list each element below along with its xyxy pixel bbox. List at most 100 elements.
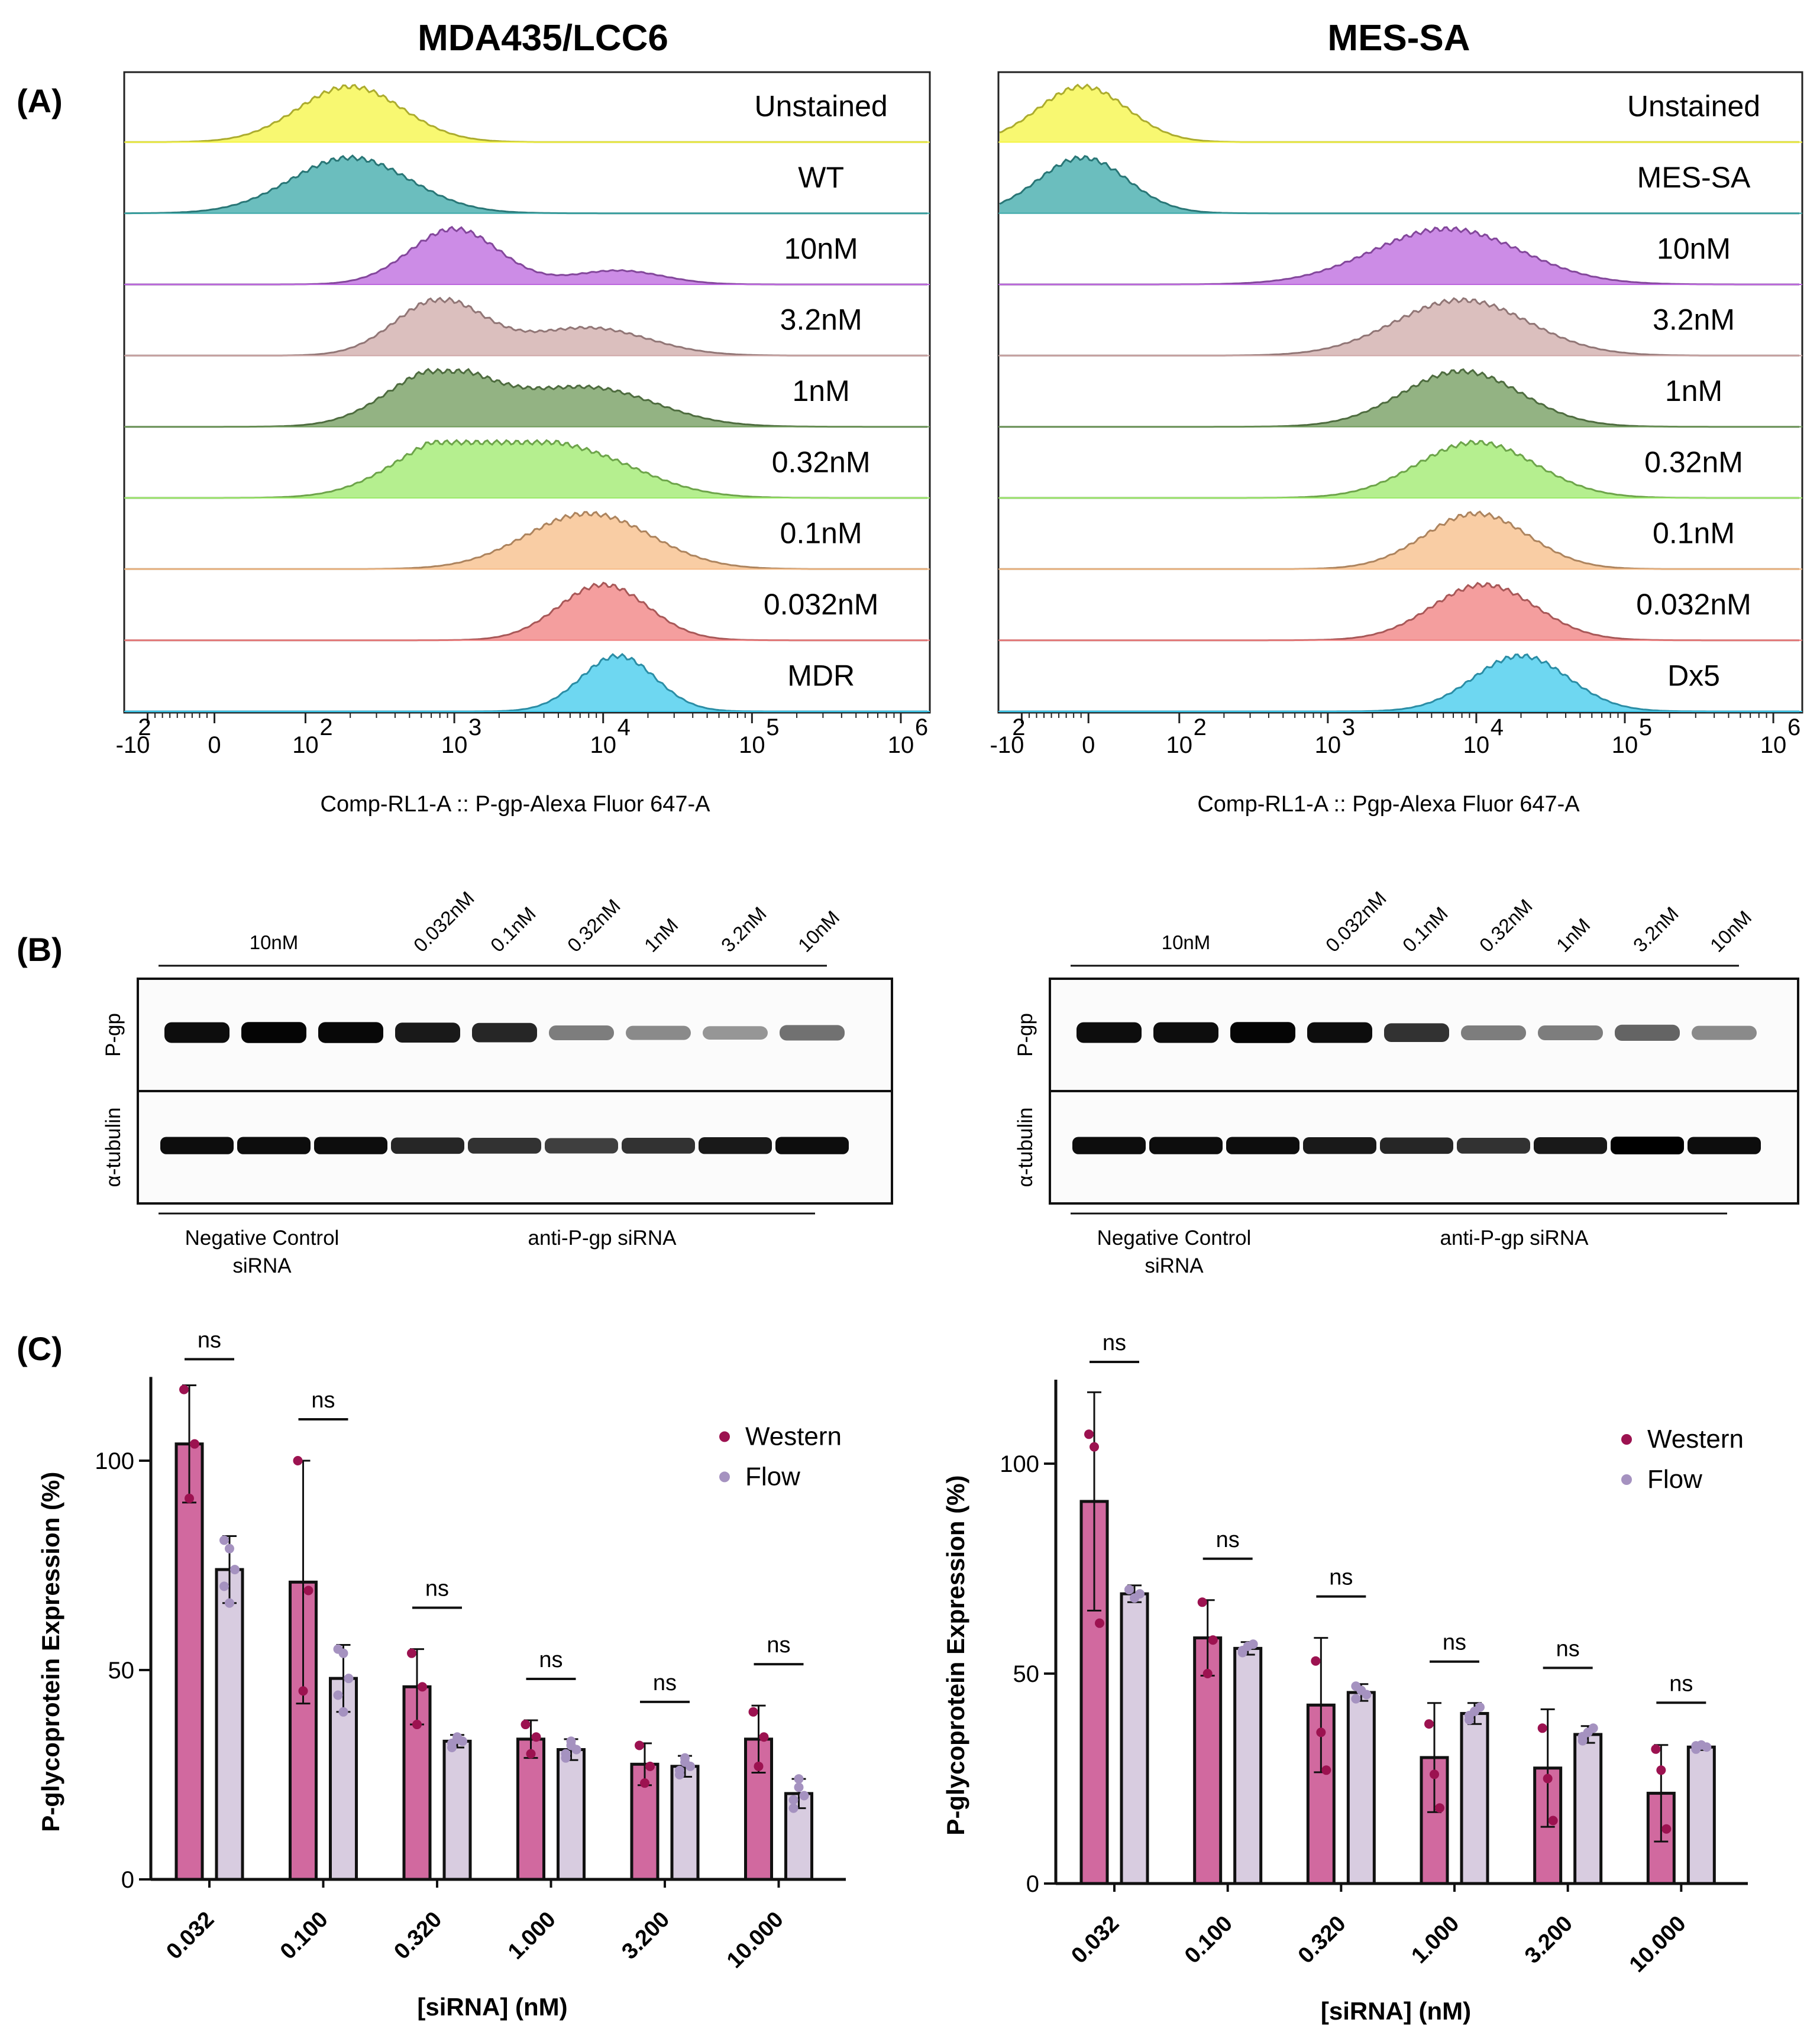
datapoint-left-1-5: [799, 1791, 809, 1801]
datapoint-right-0-0: [1084, 1429, 1094, 1439]
x-tick-label-left-6: 10: [888, 732, 914, 758]
x-axis-label-left: Comp-RL1-A :: P-gp-Alexa Fluor 647-A: [321, 792, 711, 817]
datapoint-left-0-1: [303, 1585, 313, 1596]
bar-right-flow-5: [1686, 1745, 1716, 1885]
y-tick-label-left-0: 0: [121, 1867, 134, 1893]
x-tick-label-right-6: 10: [1760, 732, 1787, 758]
legend-label-right-1: Flow: [1647, 1465, 1702, 1494]
datapoint-left-0-4: [635, 1740, 644, 1750]
blot-bottom-label-right-0: Negative Control: [1097, 1227, 1252, 1250]
datapoint-left-1-5: [794, 1782, 804, 1792]
datapoint-left-0-0: [185, 1493, 194, 1503]
x-tick-label-left-1: 0: [208, 732, 221, 758]
histogram-label-right-6: 0.1nM: [1653, 517, 1735, 550]
ns-label-right-0: ns: [1103, 1331, 1126, 1355]
ns-label-right-5: ns: [1669, 1671, 1693, 1696]
datapoint-right-1-0: [1135, 1589, 1145, 1599]
datapoint-right-0-5: [1661, 1824, 1672, 1834]
x-tick-label-right-2: 10: [1166, 732, 1193, 758]
datapoint-right-1-2: [1351, 1681, 1361, 1691]
legend-marker-right-0: [1621, 1434, 1632, 1445]
histogram-label-left-6: 0.1nM: [780, 517, 862, 550]
band-tubulin-left-2: [314, 1137, 387, 1154]
datapoint-left-1-3: [566, 1740, 576, 1750]
histogram-label-left-1: WT: [798, 161, 844, 194]
bar-chart-right: 0 50 100 P-glycoprotein Expression (%) [siRN…: [942, 1331, 1748, 2025]
x-tick-label-left-3: 1.000: [503, 1907, 561, 1965]
datapoint-left-1-4: [680, 1757, 690, 1767]
datapoint-left-1-1: [338, 1648, 348, 1658]
legend-marker-left-1: [719, 1471, 730, 1483]
bar-left-flow-4: [670, 1765, 700, 1881]
band-pgp-right-0: [1077, 1022, 1142, 1043]
legend-marker-left-0: [719, 1431, 730, 1442]
x-tick-label-left-4: 3.200: [617, 1907, 674, 1965]
ns-label-right-3: ns: [1443, 1630, 1466, 1655]
x-tick-label-left-0: -10: [116, 732, 150, 758]
band-pgp-right-5: [1461, 1025, 1526, 1040]
ns-label-right-4: ns: [1556, 1636, 1580, 1661]
x-tick-label-left-4: 10: [590, 732, 616, 758]
y-tick-label-right-1: 50: [1013, 1661, 1040, 1687]
datapoint-left-1-5: [788, 1803, 799, 1813]
datapoint-right-0-2: [1321, 1765, 1331, 1775]
datapoint-left-1-1: [344, 1674, 354, 1684]
band-tubulin-left-1: [237, 1137, 311, 1154]
band-tubulin-right-7: [1611, 1137, 1684, 1154]
y-tick-label-left-2: 100: [95, 1448, 134, 1474]
bar-left-flow-0: [215, 1568, 244, 1881]
blot-lane-label-left-4: 3.2nM: [717, 902, 771, 956]
x-tick-exponent-left-4: 4: [618, 714, 631, 740]
band-tubulin-left-6: [622, 1138, 695, 1154]
western-blot-right: P-gp α-tubulin 10nM 0.032nM 0.1nM 0.32nM 1nM 3.…: [1014, 887, 1799, 1277]
x-tick-label-right-1: 0.100: [1180, 1911, 1237, 1969]
band-pgp-left-8: [780, 1025, 845, 1041]
blot-lane-label-right-0: 0.032nM: [1321, 887, 1391, 956]
blot-row-label-left-1: α-tubulin: [102, 1107, 125, 1187]
datapoint-left-0-3: [526, 1749, 536, 1759]
datapoint-left-1-0: [219, 1581, 229, 1591]
blot-lane-label-left-1: 0.1nM: [486, 902, 540, 956]
bar-left-western-3: [516, 1737, 545, 1881]
bar-left-western-0: [174, 1442, 204, 1881]
datapoint-right-0-3: [1424, 1719, 1434, 1729]
band-tubulin-right-5: [1457, 1138, 1530, 1154]
band-tubulin-left-7: [699, 1137, 772, 1154]
blot-lane-label-right-2: 0.32nM: [1475, 895, 1537, 956]
ns-label-left-3: ns: [539, 1648, 563, 1672]
x-tick-label-right-0: 0.032: [1066, 1911, 1124, 1969]
datapoint-left-1-5: [794, 1774, 804, 1784]
band-pgp-left-7: [703, 1026, 768, 1040]
datapoint-left-1-0: [219, 1535, 229, 1545]
blot-bottom-label-right-0b: siRNA: [1145, 1254, 1204, 1277]
bar-right-flow-1: [1233, 1646, 1263, 1885]
hist-frame: [123, 71, 931, 714]
datapoint-right-0-5: [1656, 1765, 1666, 1775]
histogram-label-right-7: 0.032nM: [1636, 588, 1751, 621]
blot-lane-label-right-5: 10nM: [1706, 906, 1756, 956]
histogram-right-1: [1000, 156, 1801, 213]
x-tick-exponent-right-3: 3: [1342, 714, 1355, 740]
x-axis-label-right: Comp-RL1-A :: Pgp-Alexa Fluor 647-A: [1197, 792, 1580, 817]
bar-right-flow-0: [1120, 1592, 1149, 1885]
datapoint-left-0-4: [645, 1761, 655, 1771]
datapoint-left-0-4: [640, 1778, 649, 1788]
histogram-left-3: [125, 297, 929, 356]
datapoint-left-0-3: [531, 1732, 541, 1742]
band-pgp-right-2: [1230, 1022, 1295, 1043]
histogram-label-right-1: MES-SA: [1637, 161, 1751, 194]
histogram-label-right-3: 3.2nM: [1653, 303, 1735, 336]
panel-label-a: (A): [17, 82, 63, 119]
blot-top-label-left: 10nM: [250, 931, 299, 953]
datapoint-left-0-5: [754, 1761, 764, 1771]
x-tick-label-right-3: 10: [1315, 732, 1341, 758]
datapoint-left-1-2: [452, 1734, 462, 1744]
x-tick-exponent-right-4: 4: [1491, 714, 1504, 740]
legend-label-left-0: Western: [745, 1422, 842, 1451]
legend-label-right-0: Western: [1647, 1425, 1744, 1454]
y-tick-label-right-2: 100: [1000, 1451, 1039, 1477]
title-left: MDA435/LCC6: [418, 18, 668, 59]
x-tick-exponent-right-5: 5: [1639, 714, 1652, 740]
datapoint-right-1-1: [1237, 1645, 1247, 1655]
x-tick-label-left-2: 10: [292, 732, 319, 758]
